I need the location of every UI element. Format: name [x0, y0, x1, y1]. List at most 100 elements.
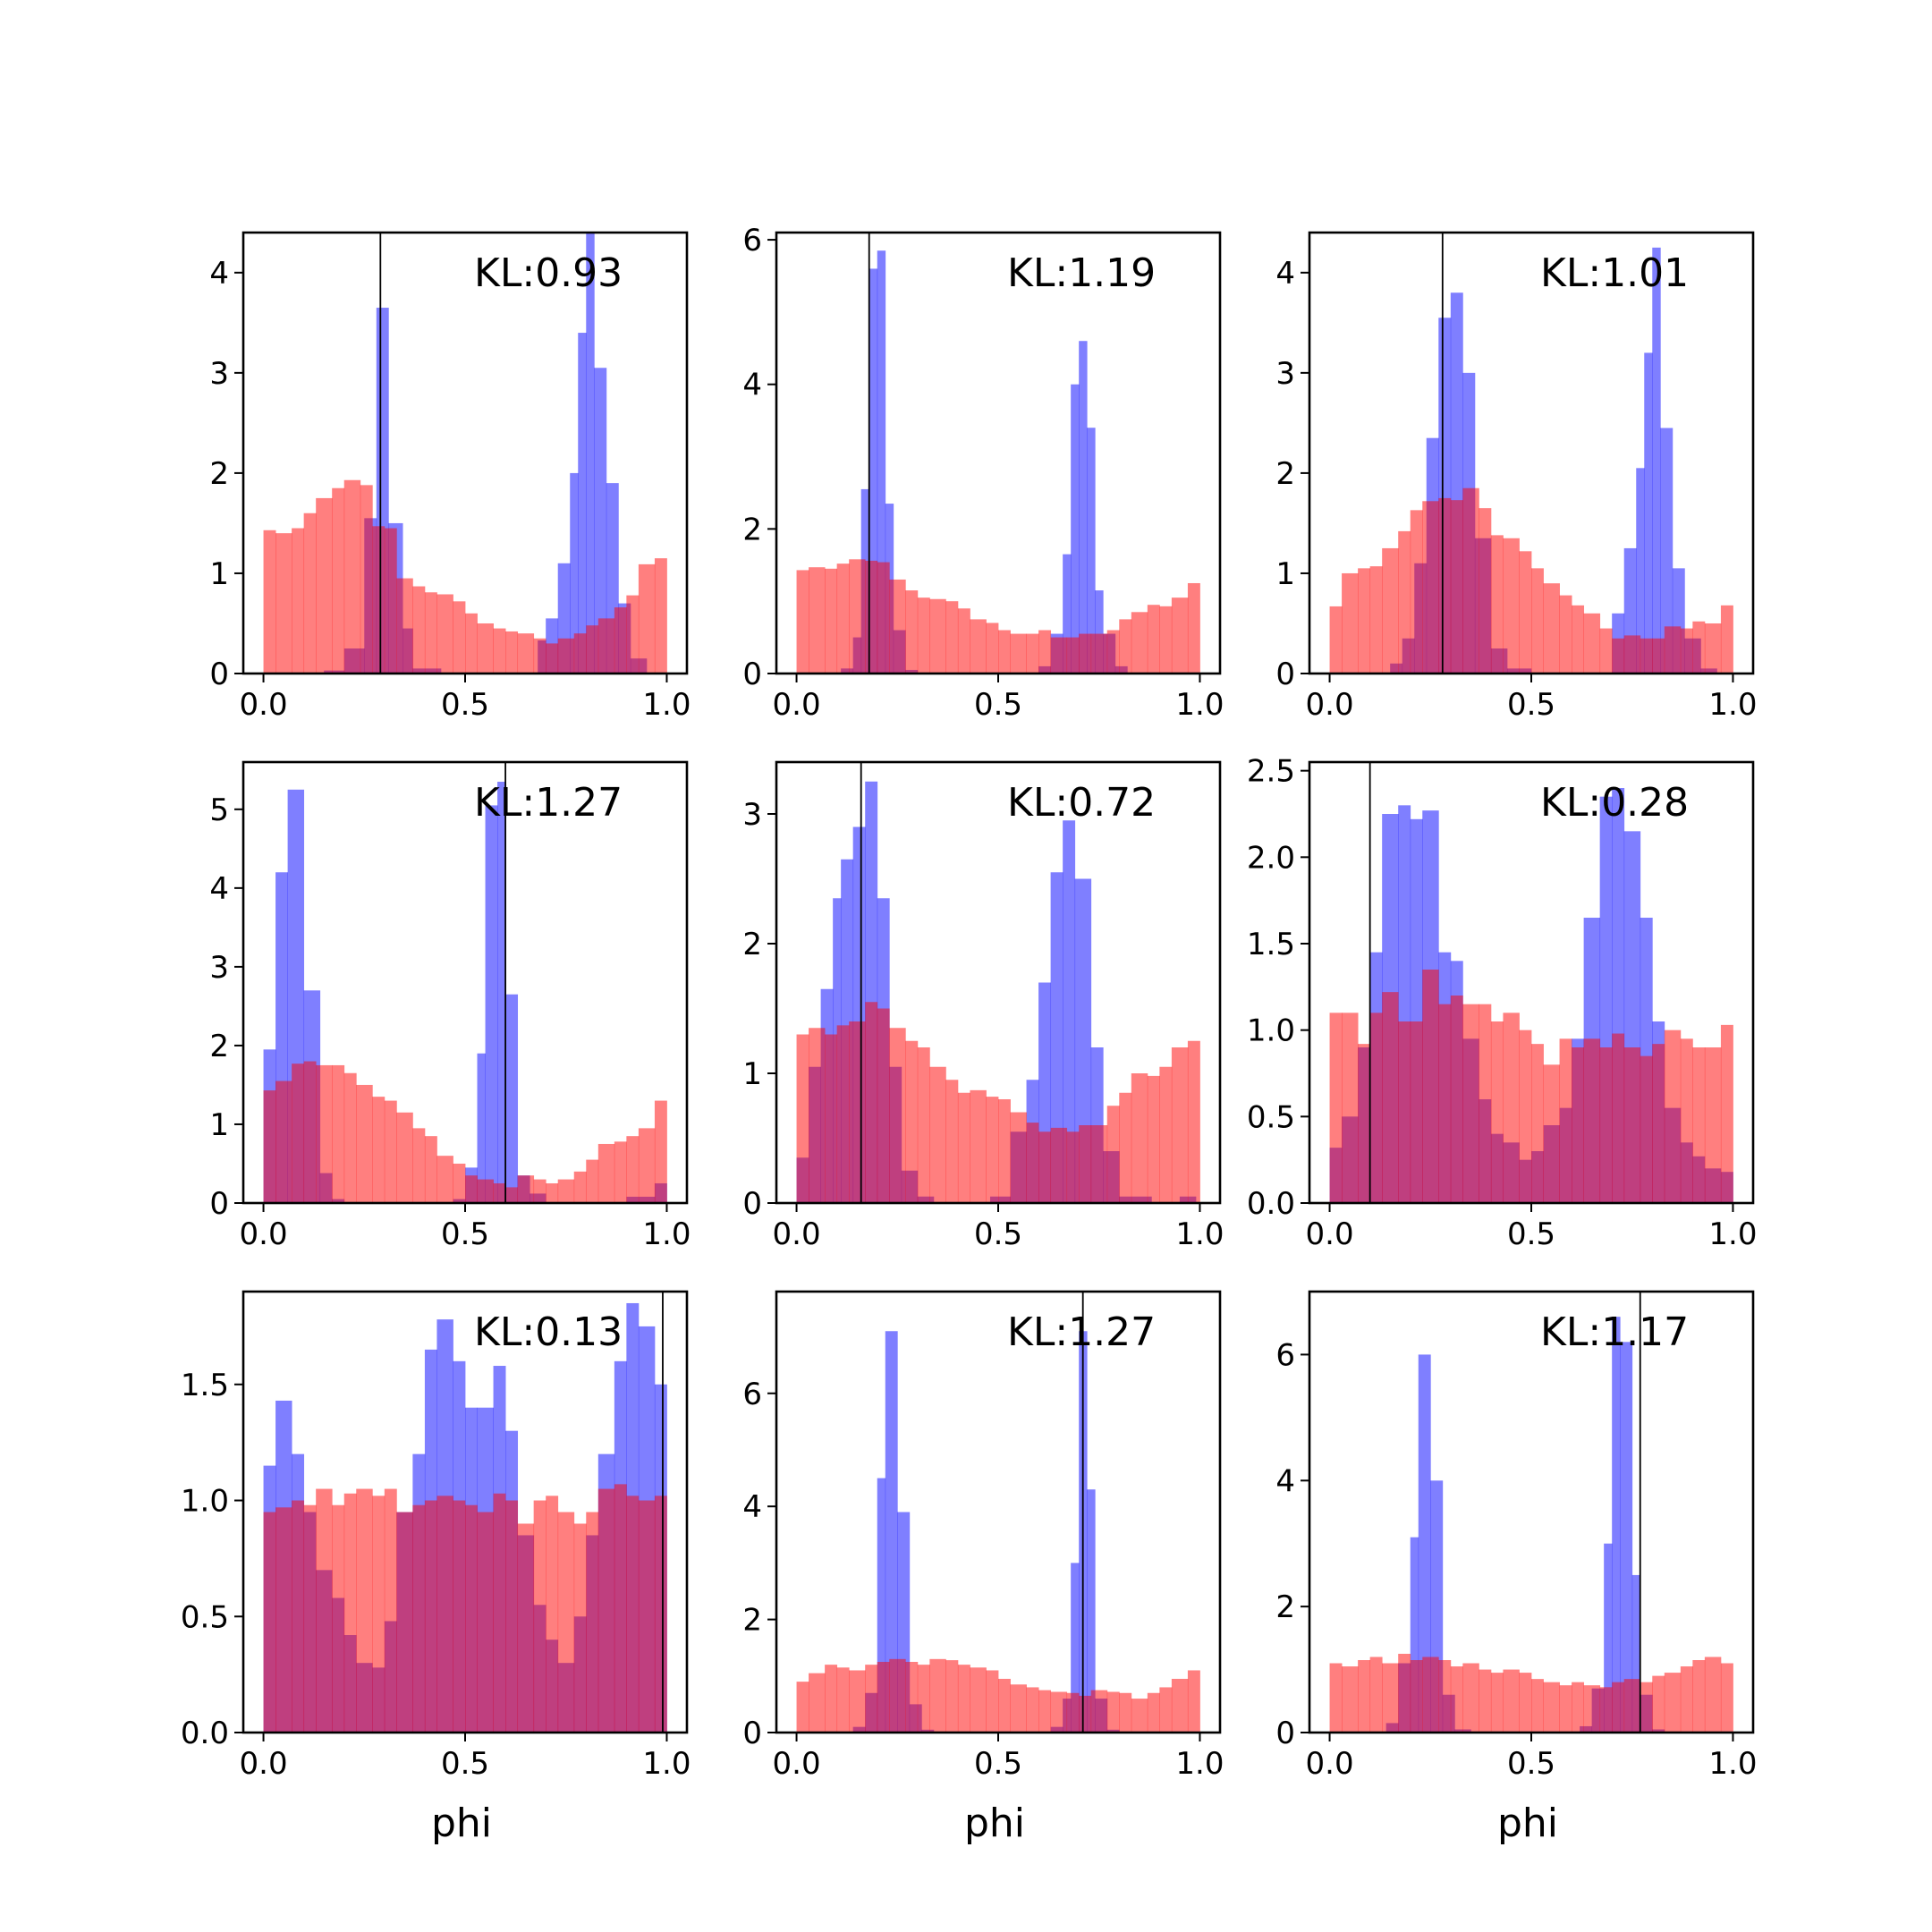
histogram-bar — [877, 1478, 886, 1733]
histogram-bar — [877, 1008, 890, 1203]
histogram-bar — [1692, 1047, 1706, 1203]
histogram-bar — [1119, 619, 1132, 674]
histogram-bar — [505, 1187, 519, 1203]
histogram-bar — [626, 1136, 640, 1203]
histogram-bar — [436, 1156, 453, 1203]
histogram-bar — [1066, 1692, 1080, 1733]
x-tick-label: 0.0 — [240, 687, 288, 723]
histogram-bar — [343, 479, 361, 674]
histogram-bar — [275, 1080, 292, 1203]
histogram-bar — [1410, 510, 1423, 674]
histogram-bar — [998, 630, 1011, 674]
x-tick-label: 1.0 — [1175, 687, 1224, 723]
histogram-bar — [1074, 878, 1092, 1203]
histogram-bar — [1490, 1673, 1504, 1733]
histogram-bar — [796, 570, 809, 674]
histogram-bar — [505, 994, 519, 1203]
histogram-bar — [1704, 1657, 1722, 1733]
histogram-bar — [1418, 1354, 1431, 1733]
histogram-bar — [1503, 1013, 1520, 1203]
x-tick-label: 0.0 — [1306, 1746, 1354, 1782]
histogram-bar — [1612, 1317, 1621, 1733]
histogram-bar — [594, 368, 607, 674]
subplot-6: 0.0 0.5 1.0 0.0 0.5 1.0 1.5 2.0 2.5 KL:0.28 — [1247, 754, 1758, 1252]
histogram-bar — [1704, 1047, 1722, 1203]
histogram-bar — [638, 1500, 656, 1733]
histogram-bar — [889, 1658, 906, 1733]
histogram-bar — [1358, 568, 1371, 674]
histogram-bar — [396, 1112, 413, 1203]
x-tick-label: 0.0 — [1306, 687, 1354, 723]
subplot-8: 0.0 0.5 1.0 0 2 4 6 KL:1.27 phi — [742, 1290, 1224, 1846]
x-tick-label: 1.0 — [1708, 1216, 1757, 1252]
histogram-bar — [372, 1496, 386, 1733]
histogram-bar — [865, 1002, 878, 1203]
x-tick-label: 0.0 — [773, 687, 821, 723]
histogram-bar — [869, 268, 878, 674]
histogram-bar — [316, 1064, 333, 1203]
histogram-bar — [1187, 1670, 1200, 1733]
histogram-bar — [1087, 1489, 1096, 1733]
x-tick-label: 0.0 — [1306, 1216, 1354, 1252]
histogram-bar — [597, 1488, 615, 1733]
histogram-bar — [1652, 638, 1665, 674]
histogram-bar — [477, 1179, 494, 1203]
histogram-bar — [849, 1670, 866, 1733]
histogram-bar — [970, 619, 987, 674]
x-tick-label: 0.0 — [240, 1216, 288, 1252]
histogram-bar — [1026, 633, 1039, 674]
histogram-bar — [292, 1063, 305, 1203]
histogram-bar — [1631, 1574, 1641, 1733]
histogram-bar — [885, 1331, 898, 1733]
histogram-bar — [1038, 1131, 1052, 1203]
y-tick-label: 4 — [742, 1489, 762, 1525]
histogram-bar — [1398, 530, 1411, 674]
histogram-bar — [1050, 1691, 1068, 1733]
histogram-bar — [1147, 605, 1160, 674]
histogram-bar — [1079, 1125, 1092, 1203]
histogram-bar — [477, 1512, 494, 1733]
histogram-bar — [1398, 1021, 1411, 1203]
y-tick-label: 4 — [1275, 256, 1295, 292]
histogram-bar — [546, 1496, 559, 1733]
histogram-bar — [1623, 635, 1641, 674]
histogram-bar — [1636, 468, 1645, 674]
kl-annotation: KL:1.27 — [474, 780, 623, 826]
subplot-7: 0.0 0.5 1.0 0.0 0.5 1.0 1.5 KL:0.13 phi — [181, 1290, 691, 1846]
histogram-bar — [533, 1179, 547, 1203]
histogram-bar — [986, 1097, 999, 1203]
histogram-bar — [1382, 1663, 1399, 1733]
x-tick-label: 0.5 — [1507, 1746, 1555, 1782]
histogram-bar — [1119, 1692, 1132, 1733]
histogram-bar — [1704, 623, 1722, 674]
histogram-bar — [1572, 605, 1585, 674]
histogram-bar — [849, 1021, 866, 1203]
histogram-bar — [877, 250, 886, 674]
y-tick-label: 0.5 — [181, 1599, 229, 1635]
x-tick-label: 0.5 — [1507, 687, 1555, 723]
histogram-bar — [453, 1163, 466, 1203]
histogram-bar — [1680, 1038, 1693, 1203]
histogram-bar — [1531, 1679, 1544, 1733]
histogram-bar — [412, 586, 426, 674]
y-tick-label: 0.0 — [1247, 1186, 1295, 1222]
histogram-bar — [1519, 551, 1532, 674]
histogram-bar — [343, 1072, 357, 1203]
histogram-bar — [573, 1523, 587, 1733]
histogram-bar — [1329, 1013, 1343, 1203]
subplot-2: 0.0 0.5 1.0 0 2 4 6 KL:1.19 — [742, 223, 1224, 723]
subplot-1: 0.0 0.5 1.0 0 1 2 3 4 KL:0.93 — [209, 231, 691, 723]
histogram-bar — [332, 1064, 345, 1203]
y-tick-label: 1.5 — [1247, 927, 1295, 962]
y-tick-label: 1.0 — [181, 1484, 229, 1520]
histogram-bar — [356, 1084, 373, 1203]
y-tick-label: 0 — [742, 1716, 762, 1751]
histogram-bar — [303, 1504, 317, 1733]
histogram-bar — [493, 628, 506, 674]
y-tick-label: 0 — [209, 657, 229, 692]
y-tick-label: 0 — [1275, 657, 1295, 692]
x-tick-label: 0.0 — [773, 1746, 821, 1782]
histogram-bar — [970, 1667, 987, 1733]
histogram-bar — [986, 1670, 999, 1733]
